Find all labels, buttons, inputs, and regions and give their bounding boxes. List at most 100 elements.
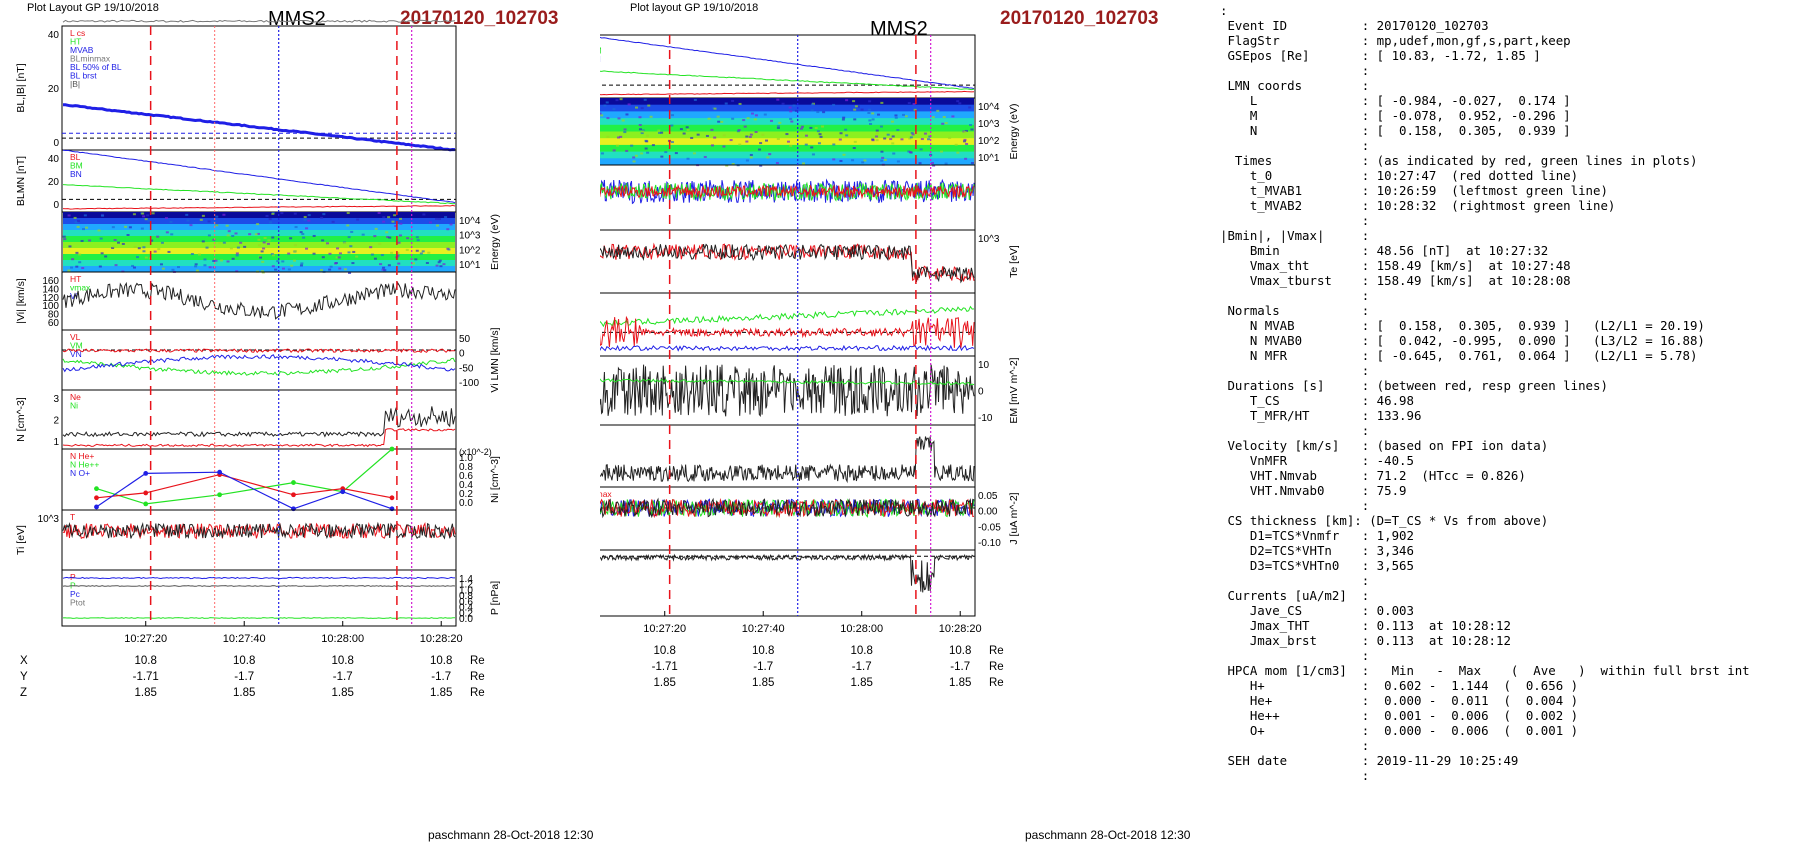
spectrogram-speck bbox=[329, 265, 333, 268]
spectrogram-speck bbox=[646, 151, 650, 154]
spectrogram-speck bbox=[852, 147, 856, 150]
spectrogram-speck bbox=[623, 131, 627, 134]
series-J bbox=[600, 436, 975, 484]
spectrogram-speck bbox=[692, 152, 696, 155]
spectrogram-speck bbox=[383, 269, 387, 272]
spectrogram-speck bbox=[737, 129, 741, 132]
spectrogram-speck bbox=[334, 262, 338, 265]
info-line: N MVAB0 : [ 0.042, -0.995, 0.090 ] (L3/L… bbox=[1220, 333, 1705, 348]
ephem-row-label: X bbox=[20, 655, 28, 667]
spectrogram-speck bbox=[374, 227, 378, 230]
spectrogram-speck bbox=[132, 213, 136, 216]
legend-entry: MVAB bbox=[70, 45, 94, 55]
axis-label: |Vi| [km/s] bbox=[15, 278, 27, 324]
spectrogram-speck bbox=[853, 118, 857, 121]
spectrogram-speck bbox=[141, 212, 145, 215]
panel: ELMN [mV m^-1]1050-5E bbox=[600, 292, 976, 357]
ephem-value: 10.8 bbox=[332, 655, 354, 667]
spectrogram-speck bbox=[322, 213, 326, 216]
ephem-value: 1.85 bbox=[135, 687, 157, 699]
tick-label: 1.4 bbox=[459, 574, 473, 585]
spectrogram-speck bbox=[871, 112, 875, 115]
spectrogram-speck bbox=[748, 135, 752, 138]
spectrogram-speck bbox=[271, 236, 275, 239]
ephem-unit: Re bbox=[989, 661, 1004, 673]
spectrogram-speck bbox=[929, 153, 933, 156]
spectrogram-speck bbox=[761, 133, 765, 136]
spectrogram-speck bbox=[711, 107, 715, 110]
spectrogram-speck bbox=[382, 216, 386, 219]
spectrogram-speck bbox=[889, 138, 893, 141]
spectrogram-speck bbox=[964, 157, 968, 160]
spectrogram-speck bbox=[789, 110, 793, 113]
tick-label: 0.4 bbox=[459, 603, 473, 614]
spectrogram-speck bbox=[600, 114, 604, 117]
spectrogram-speck bbox=[940, 150, 944, 153]
spectrogram-speck bbox=[427, 251, 431, 254]
spectrogram-speck bbox=[214, 259, 218, 262]
series-VL bbox=[62, 348, 456, 354]
spectrogram-speck bbox=[189, 224, 193, 227]
spectrogram-speck bbox=[164, 217, 168, 220]
ephem-value: 1.85 bbox=[332, 687, 354, 699]
spectrogram-speck bbox=[132, 266, 136, 269]
ephem-value: -1.7 bbox=[333, 671, 353, 683]
tick-label: 160 bbox=[42, 276, 59, 287]
series-EM bbox=[600, 315, 975, 348]
spectrogram-speck bbox=[635, 106, 639, 109]
spectrogram-speck bbox=[881, 156, 885, 159]
spectrogram-speck bbox=[963, 130, 967, 133]
spectrogram-speck bbox=[891, 135, 895, 138]
spectrogram-speck bbox=[227, 230, 231, 233]
spectrogram-speck bbox=[437, 218, 441, 221]
spectrogram-speck bbox=[746, 117, 750, 120]
series-J-comp bbox=[600, 497, 975, 519]
spectrogram-speck bbox=[754, 114, 758, 117]
tick-label: 0.6 bbox=[459, 597, 473, 608]
spectrogram-speck bbox=[809, 126, 813, 129]
axis-label: Ni [cm^-3] bbox=[489, 456, 501, 503]
panel: Energy (eV) 10^4 10^3 10^2 10^1 bbox=[600, 97, 1020, 167]
tick-label: 2 bbox=[53, 416, 59, 427]
spectrogram-speck bbox=[716, 115, 720, 118]
spectrogram-speck bbox=[131, 264, 135, 267]
spectrogram-speck bbox=[276, 260, 280, 263]
spectrogram-speck bbox=[875, 129, 879, 132]
info-line: Durations [s] : (between red, resp green… bbox=[1220, 378, 1608, 393]
spectrogram-speck bbox=[717, 120, 721, 123]
axis-label: Energy (eV) bbox=[1008, 103, 1020, 159]
spectrogram-speck bbox=[804, 134, 808, 137]
ephem-value: 1.85 bbox=[949, 677, 971, 689]
info-line: Jmax_brst : 0.113 at 10:28:12 bbox=[1220, 633, 1511, 648]
spectrogram-speck bbox=[778, 121, 782, 124]
ephem-value: -1.7 bbox=[852, 661, 872, 673]
spectrogram-speck bbox=[194, 263, 198, 266]
spectrogram-speck bbox=[868, 108, 872, 111]
tick-label: 40 bbox=[48, 30, 60, 41]
spectrogram-speck bbox=[396, 252, 400, 255]
info-line: N MFR : [ -0.645, 0.761, 0.064 ] (L2/L1 … bbox=[1220, 348, 1698, 363]
spectrogram-speck bbox=[863, 159, 867, 162]
spectrogram-speck bbox=[287, 268, 291, 271]
spectrogram-speck bbox=[745, 140, 749, 143]
spectrogram-speck bbox=[444, 216, 448, 219]
series-VN bbox=[62, 354, 456, 373]
spectrogram-speck bbox=[111, 245, 115, 248]
spectrogram-speck bbox=[78, 253, 82, 256]
spectrogram-speck bbox=[651, 144, 655, 147]
spectrogram-speck bbox=[619, 135, 623, 138]
spectrogram-speck bbox=[930, 162, 934, 165]
spectrogram-speck bbox=[415, 249, 419, 252]
spectrogram-speck bbox=[70, 266, 74, 269]
info-line: : bbox=[1220, 138, 1370, 153]
spectrogram-speck bbox=[641, 130, 645, 133]
legend-entry: J max bbox=[600, 489, 612, 499]
spectrogram-speck bbox=[724, 102, 728, 105]
ephem-value: 10.8 bbox=[233, 655, 255, 667]
spectrogram-speck bbox=[220, 259, 224, 262]
legend-entry: VM bbox=[70, 341, 83, 351]
spectrogram-speck bbox=[883, 158, 887, 161]
spectrogram-speck bbox=[271, 254, 275, 257]
spectrogram-speck bbox=[391, 220, 395, 223]
